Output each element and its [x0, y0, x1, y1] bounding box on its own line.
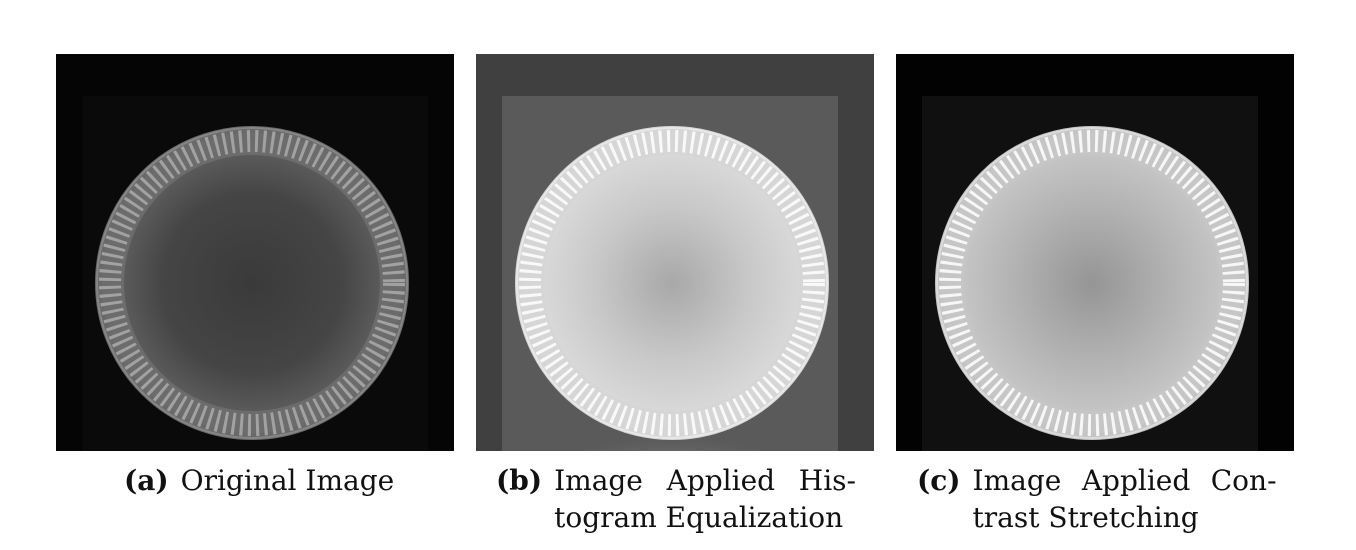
caption-b-line2: togram Equalization: [554, 501, 844, 534]
caption-c-text: Image Applied Con- trast Stretching: [973, 462, 1277, 536]
caption-c-tag: (c): [917, 464, 961, 497]
original-image-photo: [56, 54, 454, 451]
caption-b-tag: (b): [496, 464, 543, 497]
caption-b-text: Image Applied His- togram Equalization: [554, 462, 856, 536]
histogram-equalized-photo: [476, 54, 874, 451]
panel-contrast-stretching: [896, 54, 1294, 451]
caption-a: (a) Original Image: [124, 462, 394, 499]
caption-c-line1: Image Applied Con-: [972, 464, 1277, 497]
panel-original-image: [56, 54, 454, 451]
caption-c: (c) Image Applied Con- trast Stretching: [917, 462, 1277, 536]
contrast-stretched-photo: [896, 54, 1294, 451]
caption-b-line1: Image Applied His-: [554, 464, 856, 497]
caption-c-line2: trast Stretching: [972, 501, 1199, 534]
panel-histogram-equalization: [476, 54, 874, 451]
caption-a-tag: (a): [124, 464, 169, 497]
caption-b: (b) Image Applied His- togram Equalizati…: [496, 462, 856, 536]
caption-a-text: Original Image: [180, 464, 395, 497]
